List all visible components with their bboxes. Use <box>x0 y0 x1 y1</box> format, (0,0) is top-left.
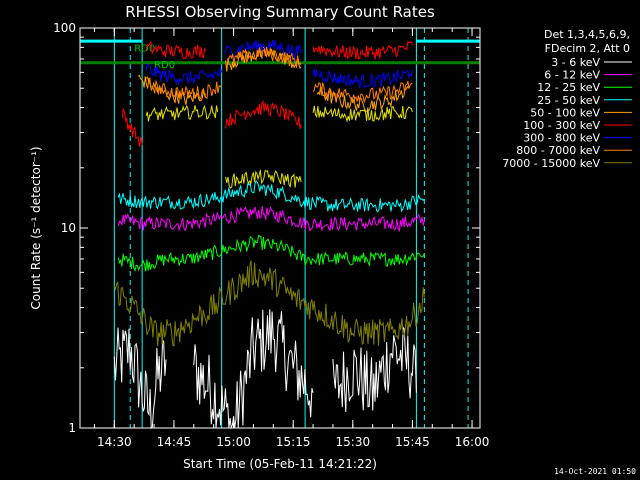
legend-header-line-1: Det 1,3,4,5,6,9, <box>544 28 630 41</box>
axes: 14:30 14:45 15:00 15:15 15:30 15:45 16:00 1 10 10… <box>53 21 489 449</box>
series-line-300-800-kev <box>145 63 223 86</box>
plot-area: RD0 RD0 <box>80 28 480 430</box>
x-tick-label: 15:45 <box>395 435 430 449</box>
rd0-annotation: RD0 <box>154 60 175 71</box>
y-tick-label: 10 <box>61 221 76 235</box>
x-tick-label: 15:30 <box>336 435 371 449</box>
series-line-3-6-kev <box>113 327 167 430</box>
legend-label-3-6-kev: 3 - 6 keV <box>551 56 600 69</box>
series-line-7000-15000-kev <box>113 260 425 347</box>
x-tick-label: 14:45 <box>157 435 192 449</box>
series-line-100-300-kev <box>121 108 143 147</box>
series-line-3-6-kev <box>193 309 314 430</box>
series-line-800-7000-kev <box>145 76 223 101</box>
series-line-800-7000-kev <box>312 80 413 104</box>
series-line-300-800-kev <box>225 39 302 60</box>
series-line-3-6-kev <box>332 326 417 413</box>
series-line-50-100-kev <box>316 84 409 112</box>
series-line-12-25-kev <box>117 234 425 272</box>
series-line-yellow-band <box>145 104 219 122</box>
series-line-100-300-kev <box>225 99 302 130</box>
legend-label-6-12-kev: 6 - 12 keV <box>544 69 600 82</box>
series-line-100-300-kev <box>312 40 413 60</box>
legend-label-12-25-kev: 12 - 25 keV <box>537 81 600 94</box>
y-axis-label: Count Rate (s⁻¹ detector⁻¹) <box>29 146 43 309</box>
x-tick-label: 15:15 <box>276 435 311 449</box>
chart-title: RHESSI Observing Summary Count Rates <box>125 3 435 21</box>
legend-label-7000-15000-kev: 7000 - 15000 keV <box>502 157 600 170</box>
x-tick-label: 16:00 <box>455 435 490 449</box>
y-tick-label: 100 <box>53 21 76 35</box>
y-tick-label: 1 <box>68 421 76 435</box>
legend-header-line-2: FDecim 2, Att 0 <box>545 42 630 55</box>
series-line-yellow-band <box>312 105 413 123</box>
x-tick-label: 14:30 <box>97 435 132 449</box>
generation-timestamp: 14-Oct-2021 01:50 <box>554 467 636 476</box>
x-axis-label: Start Time (05-Feb-11 14:21:22) <box>183 457 377 471</box>
series-line-300-800-kev <box>312 68 413 89</box>
legend-label-50-100-kev: 50 - 100 keV <box>530 106 600 119</box>
legend-label-800-7000-kev: 800 - 7000 keV <box>516 144 600 157</box>
series-line-yellow-band <box>225 169 302 189</box>
legend: Det 1,3,4,5,6,9, FDecim 2, Att 0 3 - 6 k… <box>502 28 632 170</box>
rd0-annotation: RD0 <box>134 43 155 54</box>
legend-label-300-800-kev: 300 - 800 keV <box>523 132 600 145</box>
legend-label-25-50-kev: 25 - 50 keV <box>537 94 600 107</box>
series-line-100-300-kev <box>145 40 207 59</box>
legend-label-100-300-kev: 100 - 300 keV <box>523 119 600 132</box>
x-tick-label: 15:00 <box>216 435 251 449</box>
series-line-25-50-kev <box>117 180 425 213</box>
series-line-6-12-kev <box>117 205 425 233</box>
series-line-800-7000-kev <box>225 47 302 68</box>
